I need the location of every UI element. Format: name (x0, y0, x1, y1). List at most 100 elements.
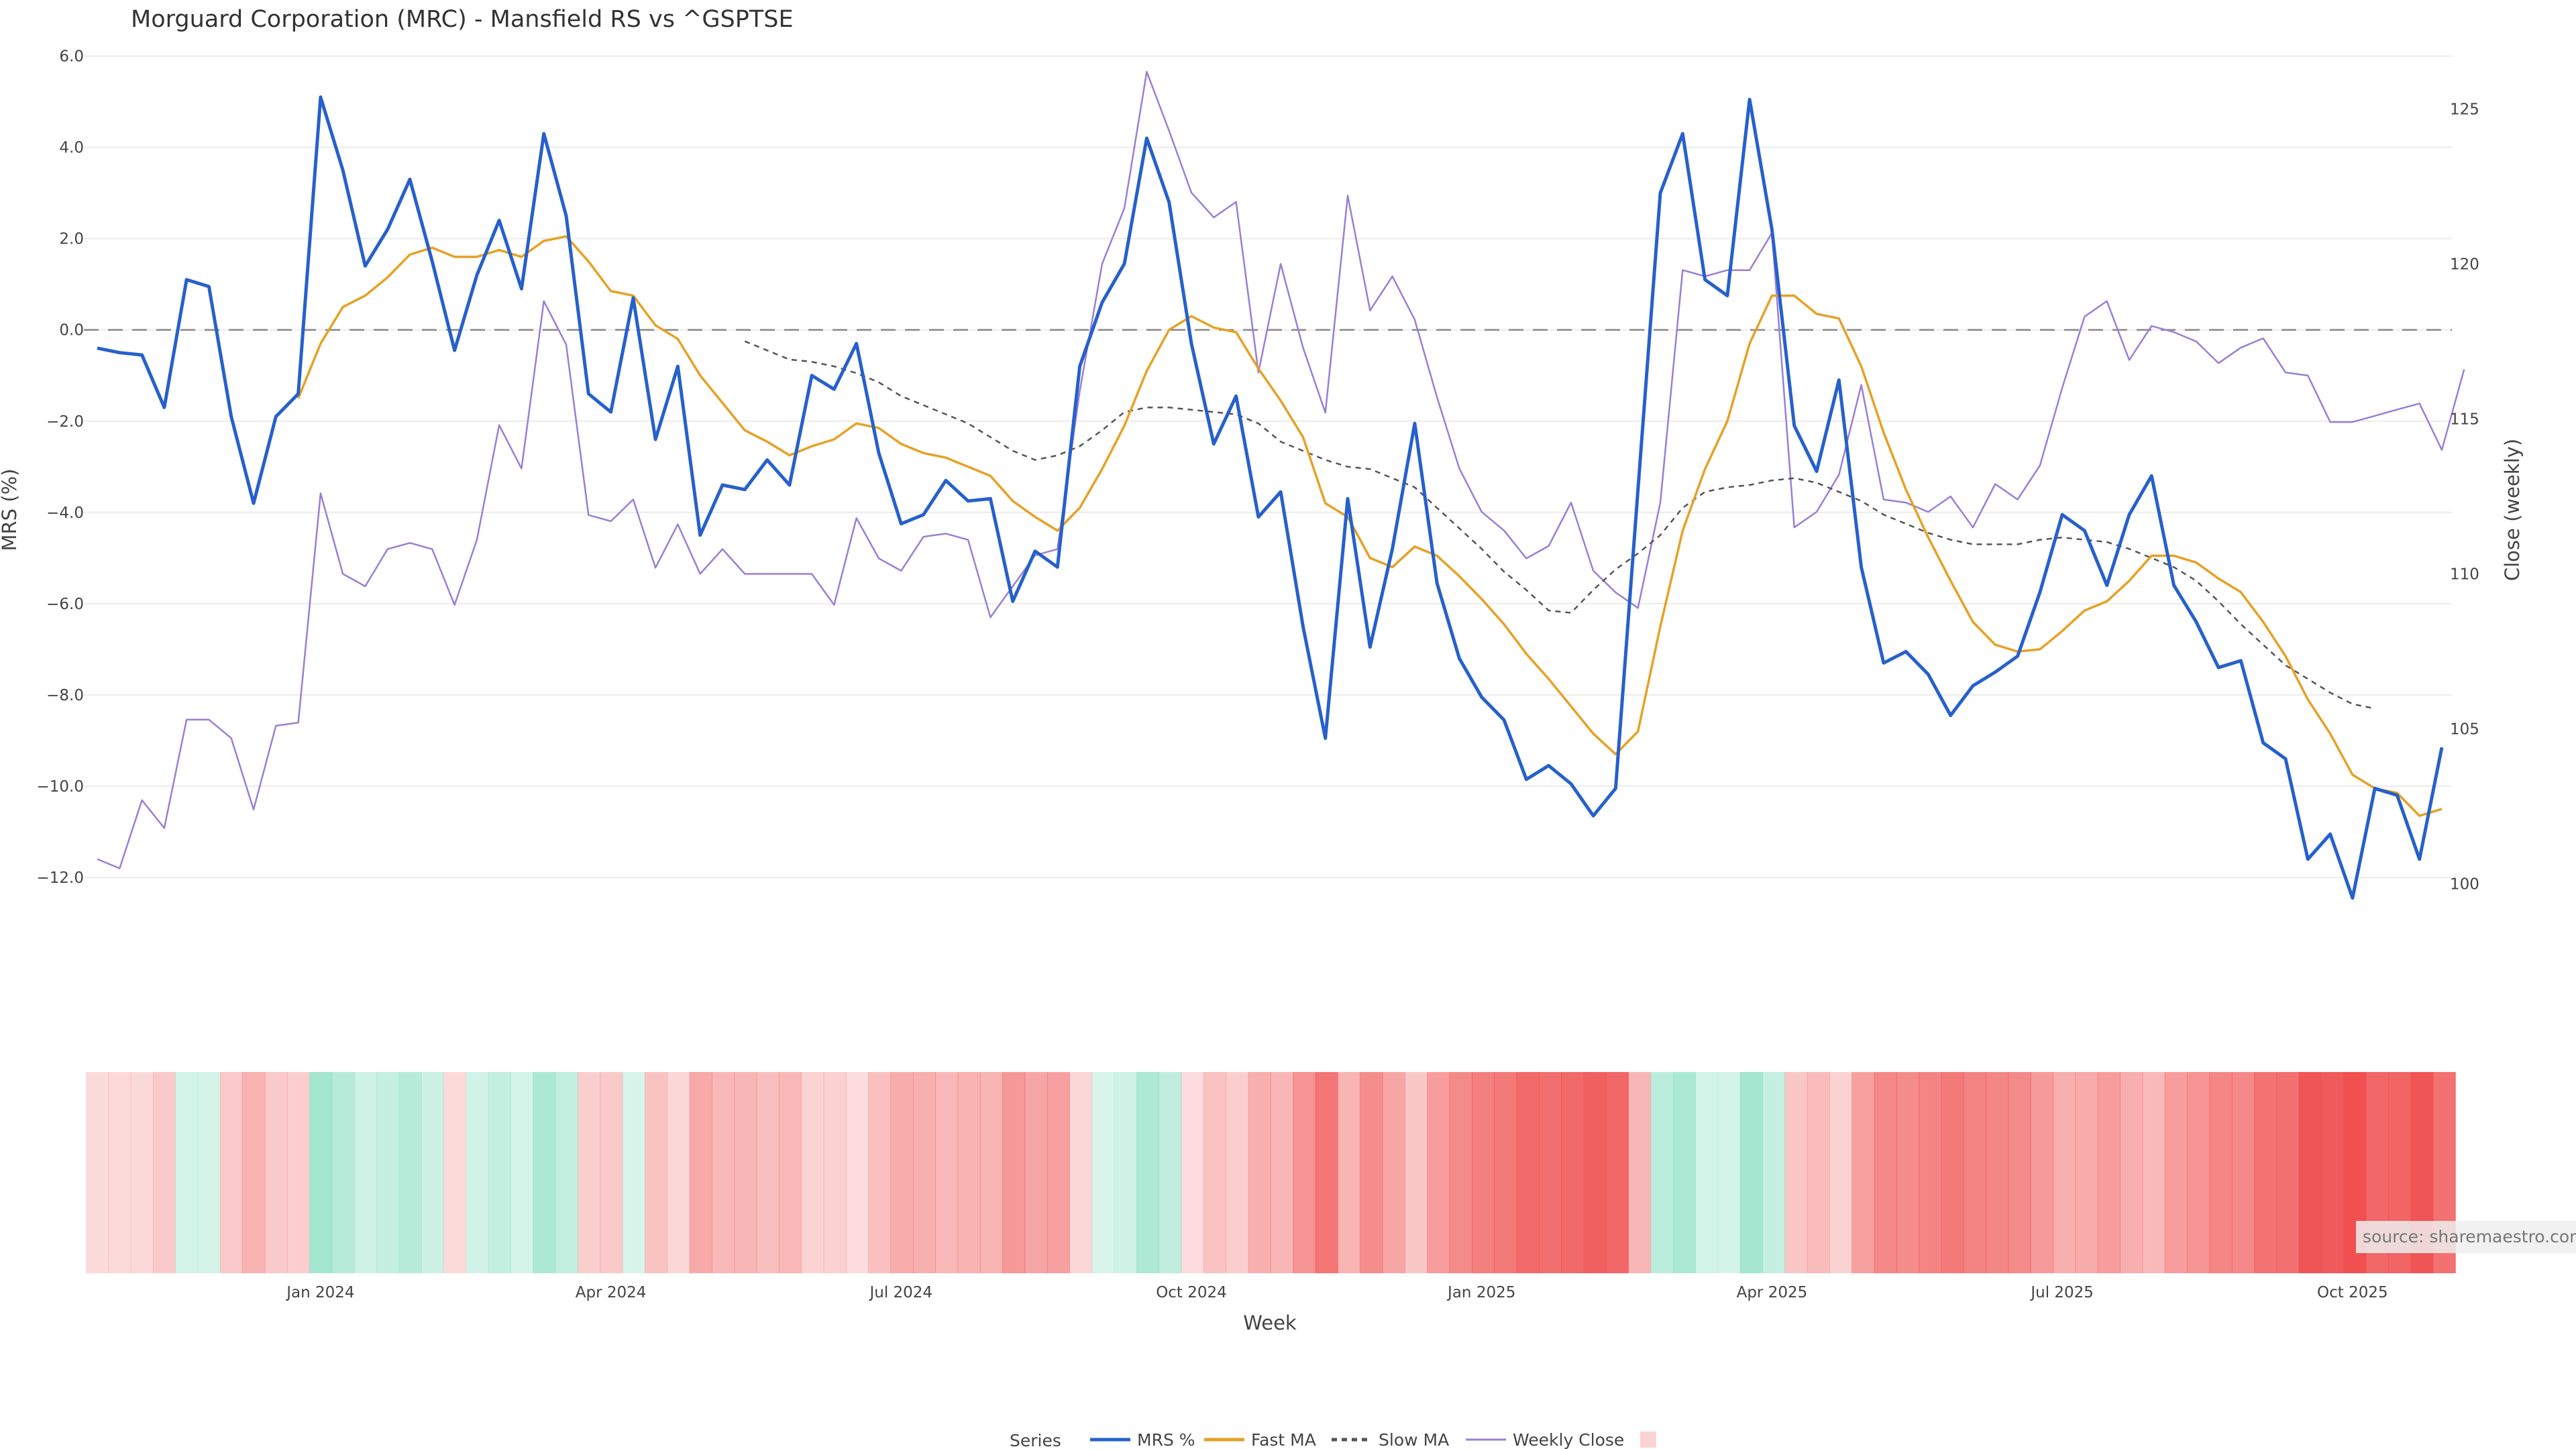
series-lines (97, 70, 2465, 900)
heat-cell (1449, 1072, 1472, 1273)
heat-cell (511, 1072, 534, 1273)
heat-cell (578, 1072, 601, 1273)
heat-cell (309, 1072, 333, 1273)
heat-cell (1986, 1072, 2009, 1273)
heat-cell (1315, 1072, 1338, 1273)
heat-cell (979, 1072, 1003, 1273)
heat-cell (1091, 1072, 1115, 1273)
heat-cell (153, 1072, 176, 1273)
heat-cell (1851, 1072, 1875, 1273)
heat-cell (1829, 1072, 1853, 1273)
heat-cell (1605, 1072, 1629, 1273)
series-line-0 (97, 95, 2444, 900)
heat-cell (756, 1072, 780, 1273)
heat-cell (421, 1072, 444, 1273)
y-axis-left: 6.0 4.0 2.0 0.0 −2.0 −4.0 −6.0 −8.0 −10.0 −12.0 (37, 48, 84, 887)
heat-cell (2075, 1072, 2098, 1273)
heat-cell (488, 1072, 511, 1273)
x-tick-label: Jan 2025 (1446, 1284, 1515, 1301)
legend-label-3: Weekly Close (1513, 1430, 1624, 1449)
heat-cell (1024, 1072, 1048, 1273)
heat-cell (2254, 1072, 2277, 1273)
heat-cell (130, 1072, 154, 1273)
heat-cell (778, 1072, 802, 1273)
heat-cell (1046, 1072, 1070, 1273)
grid-lines (84, 55, 2452, 878)
heat-cell (443, 1072, 467, 1273)
heat-cell (2142, 1072, 2165, 1273)
heat-cell (1941, 1072, 1964, 1273)
heat-cell (466, 1072, 489, 1273)
y-tick-label: −2.0 (46, 413, 84, 431)
heat-cell (1739, 1072, 1763, 1273)
heat-cell (1516, 1072, 1540, 1273)
heat-cell (1963, 1072, 1986, 1273)
heat-cell (1919, 1072, 1942, 1273)
y2-tick-label: 115 (2450, 411, 2479, 428)
heat-cell (1338, 1072, 1361, 1273)
heat-cell (2030, 1072, 2053, 1273)
heat-cell (1762, 1072, 1786, 1273)
heat-cell (2164, 1072, 2188, 1273)
heat-cell (1583, 1072, 1607, 1273)
y-tick-label: −12.0 (37, 869, 84, 887)
heat-cell (712, 1072, 735, 1273)
y-tick-label: 0.0 (59, 322, 84, 339)
heat-cell (912, 1072, 936, 1273)
legend-swatch-heat (1640, 1432, 1656, 1448)
heat-cell (533, 1072, 556, 1273)
heat-cell (2120, 1072, 2143, 1273)
heat-cell (354, 1072, 377, 1273)
y-tick-label: −4.0 (46, 504, 84, 522)
heat-cell (935, 1072, 959, 1273)
heat-cell (1203, 1072, 1227, 1273)
y2-tick-label: 120 (2450, 256, 2479, 273)
y2-tick-label: 125 (2450, 101, 2479, 118)
y-axis-right: 100 105 110 115 120 125 (2450, 101, 2479, 893)
heat-cell (957, 1072, 981, 1273)
heat-cell (890, 1072, 914, 1273)
heat-cell (823, 1072, 847, 1273)
heat-cell (1360, 1072, 1383, 1273)
heat-cell (242, 1072, 266, 1273)
heat-cell (868, 1072, 892, 1273)
heat-cell (2209, 1072, 2233, 1273)
heat-cell (2187, 1072, 2210, 1273)
heat-cell (1650, 1072, 1674, 1273)
heat-cell (1471, 1072, 1495, 1273)
legend: Series MRS % Fast MA Slow MA Weekly Close (1010, 1430, 1656, 1449)
heat-cell (1181, 1072, 1204, 1273)
heat-cell (2231, 1072, 2255, 1273)
y-tick-label: −10.0 (37, 778, 84, 796)
heat-cell (1807, 1072, 1830, 1273)
y-axis-title: MRS (%) (0, 469, 21, 551)
y-tick-label: 4.0 (59, 140, 84, 157)
heat-cell (1874, 1072, 1897, 1273)
heat-cell (645, 1072, 668, 1273)
heat-cell (1226, 1072, 1249, 1273)
heat-cell (1717, 1072, 1741, 1273)
heat-cell (286, 1072, 310, 1273)
y-tick-label: 2.0 (59, 231, 84, 248)
heat-cell (1494, 1072, 1517, 1273)
heat-cell (197, 1072, 221, 1273)
y2-tick-label: 110 (2450, 566, 2479, 584)
heat-cell (1538, 1072, 1562, 1273)
heat-strip (86, 1072, 2456, 1273)
heat-cell (1382, 1072, 1405, 1273)
x-axis-title: Week (1243, 1311, 1297, 1334)
y-tick-label: 6.0 (59, 48, 84, 66)
heat-cell (667, 1072, 690, 1273)
heat-cell (2097, 1072, 2121, 1273)
source-note: source: sharemaestro.com (2356, 1221, 2576, 1253)
heat-cell (1293, 1072, 1316, 1273)
y2-axis-title: Close (weekly) (2501, 439, 2524, 581)
x-tick-label: Oct 2025 (2317, 1284, 2388, 1301)
heat-cell (1136, 1072, 1160, 1273)
heat-cell (1561, 1072, 1585, 1273)
y2-tick-label: 105 (2450, 721, 2479, 739)
x-tick-label: Apr 2025 (1737, 1284, 1808, 1301)
heat-cell (600, 1072, 623, 1273)
heat-cell (264, 1072, 288, 1273)
